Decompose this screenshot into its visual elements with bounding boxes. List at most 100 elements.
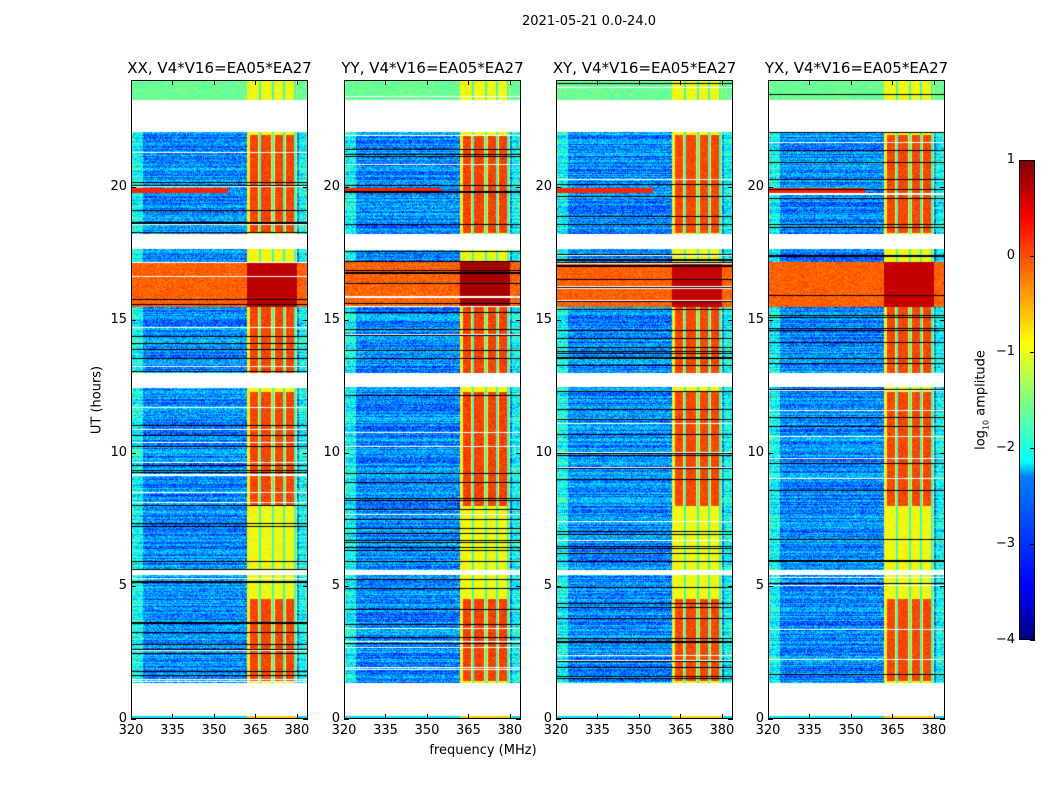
x-tick-label: 350: [201, 723, 227, 738]
y-tick-mark: [516, 186, 521, 188]
panel-title: XX, V4*V16=EA05*EA27: [127, 59, 312, 77]
x-tick-label: 350: [626, 723, 652, 738]
x-tick-label: 365: [456, 723, 481, 738]
x-tick-mark: [556, 714, 557, 719]
y-tick-mark: [303, 719, 308, 720]
x-tick-mark: [721, 714, 723, 719]
x-tick-mark: [172, 714, 174, 719]
colorbar-tick-label: −2: [995, 440, 1015, 455]
y-tick-mark: [556, 452, 561, 454]
y-tick-mark: [344, 585, 349, 587]
x-tick-mark: [556, 80, 557, 85]
y-tick-mark: [728, 319, 733, 321]
x-tick-mark: [597, 714, 599, 719]
y-tick-label: 0: [755, 711, 764, 726]
y-tick-mark: [728, 585, 733, 587]
y-tick-mark: [303, 319, 308, 321]
heatmap-axes: [344, 80, 521, 719]
y-tick-mark: [940, 719, 945, 720]
x-tick-label: 365: [668, 723, 693, 738]
y-tick-label: 15: [535, 311, 552, 327]
y-tick-label: 0: [331, 711, 340, 726]
x-tick-label: 320: [755, 723, 781, 738]
y-tick-label: 5: [331, 577, 340, 593]
y-tick-mark: [516, 719, 521, 720]
x-tick-mark: [680, 80, 682, 85]
x-tick-mark: [296, 714, 298, 719]
heatmap-image: [557, 81, 732, 718]
y-tick-mark: [516, 319, 521, 321]
colorbar-tick-label: 1: [1006, 152, 1015, 167]
x-tick-mark: [385, 714, 387, 719]
colorbar-tick-mark: [1030, 640, 1035, 641]
x-tick-mark: [344, 714, 345, 719]
y-tick-mark: [131, 719, 136, 720]
x-tick-mark: [213, 714, 215, 719]
x-tick-mark: [385, 80, 387, 85]
y-tick-label: 0: [543, 711, 552, 726]
x-tick-mark: [680, 714, 682, 719]
y-tick-label: 20: [323, 178, 340, 194]
colorbar-tick-label: −1: [995, 344, 1015, 359]
y-tick-label: 5: [543, 577, 552, 593]
x-tick-mark: [344, 80, 345, 85]
heatmap-image: [132, 81, 307, 718]
x-tick-mark: [296, 80, 298, 85]
heatmap-image: [345, 81, 520, 718]
panel-title: YX, V4*V16=EA05*EA27: [764, 59, 949, 77]
y-tick-mark: [344, 719, 349, 720]
colorbar-tick-label: −3: [995, 536, 1015, 551]
x-tick-label: 335: [585, 723, 610, 738]
colorbar-tick-mark: [1030, 160, 1035, 161]
y-tick-mark: [344, 452, 349, 454]
y-tick-mark: [556, 319, 561, 321]
y-tick-mark: [131, 452, 136, 454]
colorbar-label: log10 amplitude: [974, 350, 991, 450]
x-tick-mark: [850, 714, 852, 719]
y-tick-mark: [344, 319, 349, 321]
y-tick-mark: [303, 186, 308, 188]
x-tick-label: 335: [373, 723, 398, 738]
x-tick-mark: [255, 80, 257, 85]
y-tick-mark: [131, 585, 136, 587]
x-tick-mark: [597, 80, 599, 85]
x-axis-label: frequency (MHz): [429, 743, 537, 758]
colorbar-tick-label: 0: [1006, 248, 1015, 263]
y-tick-mark: [131, 319, 136, 321]
y-tick-label: 10: [323, 444, 340, 460]
x-tick-mark: [933, 714, 935, 719]
colorbar-tick-label: −4: [995, 632, 1015, 647]
panel-title: YY, V4*V16=EA05*EA27: [341, 59, 524, 77]
y-tick-mark: [516, 452, 521, 454]
y-tick-mark: [768, 186, 773, 188]
heatmap-axes: [131, 80, 308, 719]
x-tick-label: 365: [243, 723, 268, 738]
y-tick-mark: [768, 319, 773, 321]
y-tick-label: 15: [323, 311, 340, 327]
y-tick-label: 10: [535, 444, 552, 460]
colorbar-label-suffix: amplitude: [973, 350, 989, 420]
y-tick-mark: [131, 186, 136, 188]
x-tick-mark: [768, 714, 769, 719]
heatmap-axes: [768, 80, 945, 719]
x-tick-mark: [892, 80, 894, 85]
x-tick-mark: [933, 80, 935, 85]
x-tick-label: 380: [284, 723, 310, 738]
y-tick-mark: [556, 719, 561, 720]
y-tick-label: 20: [110, 178, 127, 194]
x-tick-mark: [131, 80, 132, 85]
x-tick-label: 350: [414, 723, 440, 738]
y-tick-mark: [768, 719, 773, 720]
y-tick-mark: [940, 585, 945, 587]
x-tick-mark: [509, 714, 511, 719]
y-tick-label: 10: [110, 444, 127, 460]
y-tick-mark: [940, 452, 945, 454]
x-tick-label: 320: [331, 723, 357, 738]
x-tick-mark: [638, 714, 640, 719]
x-tick-label: 365: [880, 723, 905, 738]
y-tick-label: 5: [118, 577, 127, 593]
y-tick-mark: [344, 186, 349, 188]
heatmap-image: [769, 81, 944, 718]
x-tick-mark: [468, 714, 470, 719]
y-tick-mark: [303, 585, 308, 587]
